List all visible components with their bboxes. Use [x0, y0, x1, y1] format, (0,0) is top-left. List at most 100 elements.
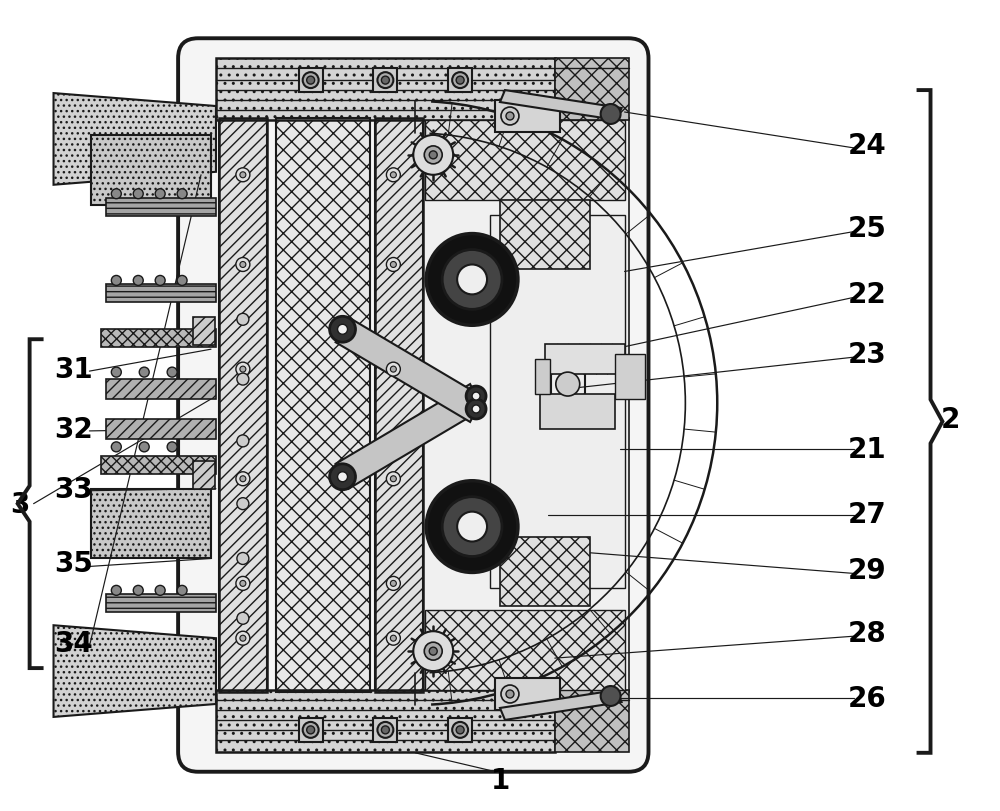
Circle shape [236, 169, 250, 182]
Circle shape [452, 73, 468, 89]
Text: 29: 29 [847, 556, 886, 585]
Bar [106, 380, 216, 400]
Bar [101, 330, 216, 348]
Circle shape [442, 251, 502, 310]
Text: 3: 3 [10, 490, 29, 518]
Bar [216, 690, 555, 752]
Circle shape [390, 476, 396, 483]
Bar [615, 354, 645, 400]
Bar [495, 678, 560, 710]
Polygon shape [500, 91, 622, 121]
Circle shape [303, 73, 319, 89]
Circle shape [601, 686, 621, 706]
Circle shape [236, 258, 250, 272]
Circle shape [381, 726, 389, 734]
Circle shape [424, 147, 442, 165]
Text: 22: 22 [847, 281, 886, 309]
Circle shape [556, 372, 580, 397]
Text: 31: 31 [54, 356, 93, 384]
Text: 24: 24 [847, 131, 886, 160]
Text: 23: 23 [847, 341, 886, 369]
Circle shape [240, 173, 246, 178]
Circle shape [506, 113, 514, 121]
Circle shape [457, 512, 487, 542]
Circle shape [390, 581, 396, 586]
Circle shape [338, 325, 348, 335]
Text: 1: 1 [490, 766, 510, 794]
Circle shape [472, 406, 480, 414]
Circle shape [111, 367, 121, 378]
Circle shape [133, 586, 143, 595]
Circle shape [429, 647, 437, 655]
Circle shape [177, 586, 187, 595]
Circle shape [330, 464, 355, 490]
Circle shape [177, 190, 187, 200]
Circle shape [386, 169, 400, 182]
Circle shape [390, 262, 396, 268]
Circle shape [501, 108, 519, 126]
Bar [106, 594, 216, 612]
Circle shape [237, 436, 249, 448]
Circle shape [413, 632, 453, 672]
Text: 28: 28 [847, 620, 886, 647]
Circle shape [377, 722, 393, 738]
Circle shape [111, 190, 121, 200]
Bar [106, 285, 216, 303]
Circle shape [307, 726, 315, 734]
Circle shape [472, 393, 480, 401]
Text: 33: 33 [54, 475, 93, 503]
Bar [193, 318, 215, 345]
Text: 2: 2 [941, 406, 960, 433]
Circle shape [390, 173, 396, 178]
Circle shape [139, 367, 149, 378]
Circle shape [177, 276, 187, 286]
Circle shape [111, 276, 121, 286]
Circle shape [236, 632, 250, 646]
Circle shape [424, 642, 442, 660]
Bar [448, 718, 472, 742]
Circle shape [167, 442, 177, 453]
Circle shape [240, 262, 246, 268]
Text: 27: 27 [847, 500, 886, 528]
Circle shape [240, 581, 246, 586]
Circle shape [240, 636, 246, 642]
Bar [540, 394, 615, 429]
Circle shape [307, 77, 315, 85]
Circle shape [386, 258, 400, 272]
Circle shape [155, 190, 165, 200]
Circle shape [429, 152, 437, 160]
Circle shape [413, 135, 453, 175]
Circle shape [133, 190, 143, 200]
Bar [216, 59, 555, 121]
Bar [106, 199, 216, 217]
Circle shape [426, 234, 518, 326]
Bar [91, 135, 211, 205]
Bar [219, 119, 267, 692]
Circle shape [303, 722, 319, 738]
Bar [545, 345, 625, 375]
Circle shape [466, 400, 486, 419]
Bar [219, 119, 267, 692]
Circle shape [237, 314, 249, 326]
Bar [375, 119, 423, 692]
Circle shape [466, 387, 486, 406]
Text: 26: 26 [847, 684, 886, 712]
Circle shape [111, 586, 121, 595]
Bar [448, 69, 472, 93]
Circle shape [381, 77, 389, 85]
Circle shape [426, 481, 518, 573]
Circle shape [155, 586, 165, 595]
Text: 34: 34 [54, 629, 93, 658]
Bar [276, 119, 370, 692]
Bar [373, 718, 397, 742]
Circle shape [506, 690, 514, 698]
Circle shape [236, 577, 250, 590]
Circle shape [237, 612, 249, 624]
Bar [91, 489, 211, 559]
Bar [299, 69, 323, 93]
Circle shape [139, 442, 149, 453]
Bar [500, 200, 590, 270]
Circle shape [390, 636, 396, 642]
Bar [555, 690, 629, 752]
Circle shape [237, 374, 249, 385]
